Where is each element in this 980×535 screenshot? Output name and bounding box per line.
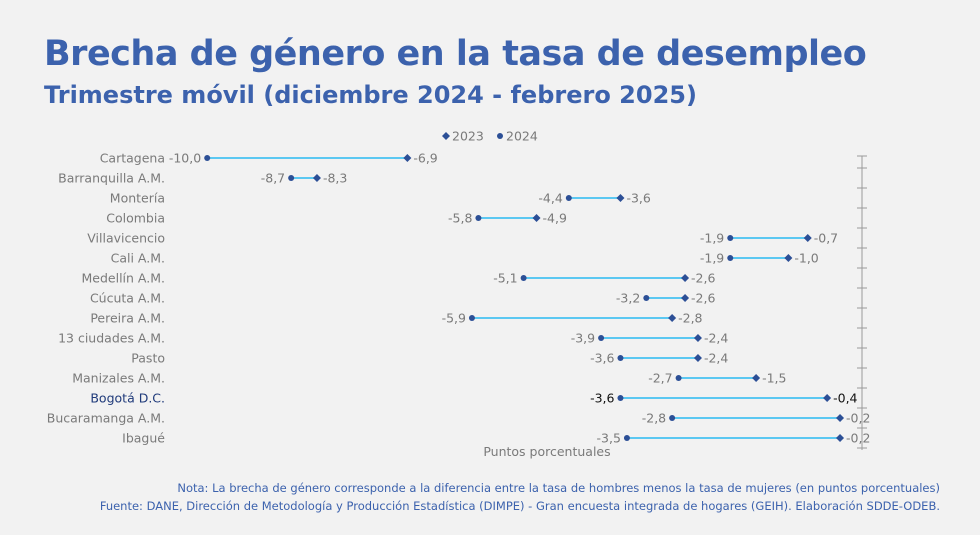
marker-2023 — [836, 414, 845, 422]
data-label-right: -2,6 — [691, 271, 715, 286]
marker-2023 — [312, 174, 321, 182]
category-label: Cartagena — [100, 151, 165, 166]
category-label: Pereira A.M. — [90, 311, 165, 326]
marker-2024 — [475, 215, 482, 221]
x-axis-label: Puntos porcentuales — [483, 444, 610, 459]
data-label-left: -3,6 — [590, 351, 614, 366]
legend-label-2023: 2023 — [452, 129, 484, 144]
marker-2024 — [675, 375, 682, 381]
marker-2024 — [617, 395, 624, 401]
data-label-right: -0,7 — [814, 231, 838, 246]
legend-marker-2024 — [497, 133, 503, 139]
category-label: Bogotá D.C. — [90, 391, 165, 406]
marker-2023 — [681, 274, 690, 282]
data-label-right: -0,2 — [846, 411, 870, 426]
data-label-right: -3,6 — [626, 191, 650, 206]
category-label: Medellín A.M. — [82, 271, 165, 286]
marker-2023 — [752, 374, 761, 382]
marker-2024 — [727, 255, 734, 261]
marker-2024 — [669, 415, 676, 421]
marker-2023 — [693, 334, 702, 342]
category-label: Montería — [110, 191, 165, 206]
data-label-left: -3,6 — [590, 391, 614, 406]
data-label-left: -3,9 — [571, 331, 595, 346]
data-label-left: -5,8 — [448, 211, 472, 226]
data-label-right: -1,0 — [794, 251, 818, 266]
data-label-right: -2,4 — [704, 351, 728, 366]
marker-2024 — [727, 235, 734, 241]
data-label-right: -4,9 — [543, 211, 567, 226]
marker-2024 — [643, 295, 650, 301]
category-label: Ibagué — [122, 431, 165, 446]
data-label-left: -1,9 — [700, 231, 724, 246]
category-label: 13 ciudades A.M. — [58, 331, 165, 346]
marker-2023 — [836, 434, 845, 442]
category-label: Colombia — [106, 211, 165, 226]
category-label: Manizales A.M. — [72, 371, 165, 386]
chart-subtitle: Trimestre móvil (diciembre 2024 - febrer… — [44, 81, 697, 109]
data-label-right: -8,3 — [323, 171, 347, 186]
chart-title: Brecha de género en la tasa de desempleo — [44, 34, 867, 74]
marker-2024 — [623, 435, 630, 441]
data-label-left: -8,7 — [261, 171, 285, 186]
data-label-left: -1,9 — [700, 251, 724, 266]
marker-2024 — [617, 355, 624, 361]
footnote: Nota: La brecha de género corresponde a … — [100, 479, 940, 515]
data-label-right: -2,4 — [704, 331, 728, 346]
category-label: Cali A.M. — [111, 251, 165, 266]
data-label-right: -2,6 — [691, 291, 715, 306]
marker-2024 — [468, 315, 475, 321]
data-label-right: -6,9 — [413, 151, 437, 166]
data-label-right: -2,8 — [678, 311, 702, 326]
category-label: Villavicencio — [87, 231, 165, 246]
marker-2023 — [616, 194, 625, 202]
marker-2024 — [565, 195, 572, 201]
data-label-right: -0,2 — [846, 431, 870, 446]
data-label-left: -3,5 — [597, 431, 621, 446]
data-label-left: -2,8 — [642, 411, 666, 426]
source-text: Fuente: DANE, Dirección de Metodología y… — [99, 499, 940, 513]
category-label: Barranquilla A.M. — [58, 171, 165, 186]
data-label-left: -2,7 — [648, 371, 672, 386]
marker-2023 — [532, 214, 541, 222]
marker-2023 — [403, 154, 412, 162]
marker-2023 — [693, 354, 702, 362]
data-label-left: -10,0 — [169, 151, 201, 166]
marker-2024 — [288, 175, 295, 181]
data-label-right: -0,4 — [833, 391, 857, 406]
legend-label-2024: 2024 — [506, 129, 538, 144]
data-label-right: -1,5 — [762, 371, 786, 386]
marker-2024 — [520, 275, 527, 281]
data-label-left: -5,9 — [442, 311, 466, 326]
legend-marker-2023 — [442, 132, 450, 140]
category-label: Bucaramanga A.M. — [47, 411, 165, 426]
data-label-left: -3,2 — [616, 291, 640, 306]
marker-2024 — [204, 155, 211, 161]
marker-2023 — [803, 234, 812, 242]
marker-2023 — [784, 254, 793, 262]
category-label: Pasto — [131, 351, 165, 366]
marker-2023 — [823, 394, 832, 402]
marker-2024 — [598, 335, 605, 341]
marker-2023 — [681, 294, 690, 302]
data-label-left: -4,4 — [538, 191, 562, 206]
data-label-left: -5,1 — [493, 271, 517, 286]
note-text: Nota: La brecha de género corresponde a … — [177, 481, 940, 495]
marker-2023 — [668, 314, 677, 322]
category-label: Cúcuta A.M. — [90, 291, 165, 306]
